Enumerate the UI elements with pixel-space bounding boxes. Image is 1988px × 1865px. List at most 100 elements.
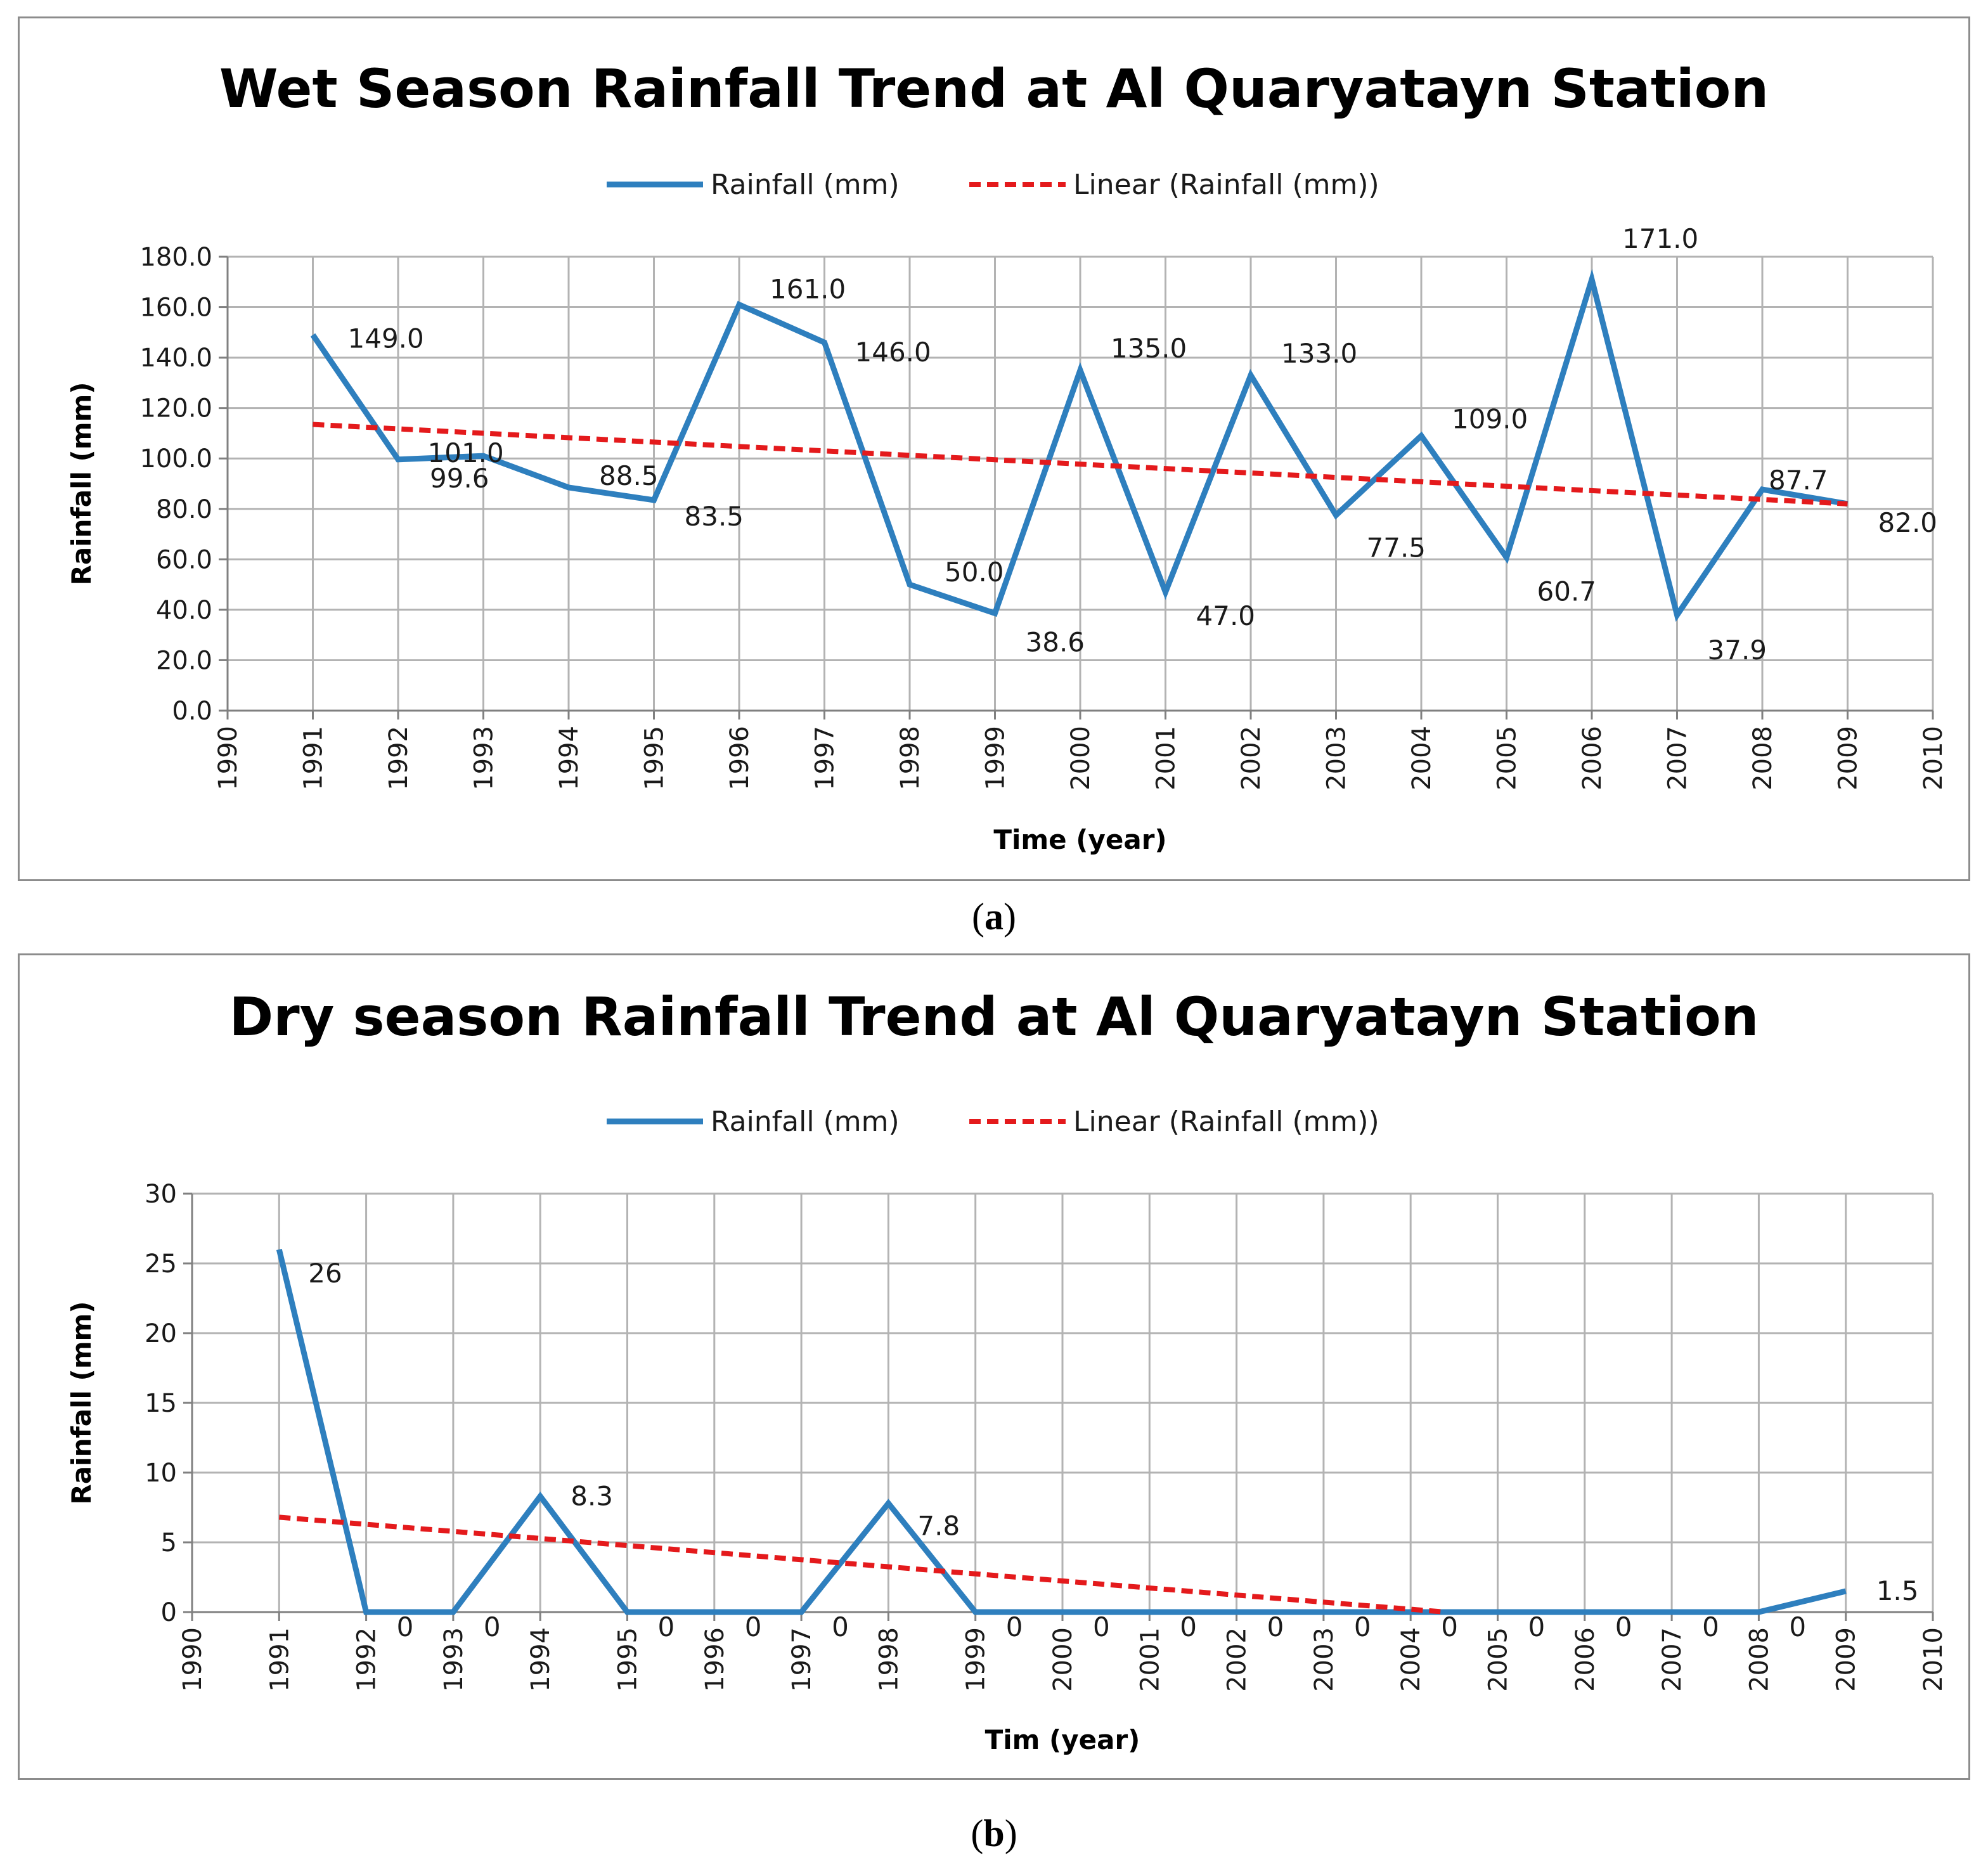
data-label: 7.8 (917, 1510, 960, 1541)
x-tick-label: 1994 (526, 1627, 555, 1692)
x-tick-label: 1991 (299, 726, 328, 791)
y-tick-label: 80.0 (156, 495, 212, 524)
wet-season-chart: Wet Season Rainfall Trend at Al Quaryata… (66, 58, 1948, 855)
x-tick-label: 2007 (1663, 726, 1693, 791)
y-tick-label: 20 (145, 1319, 177, 1348)
y-tick-label: 10 (145, 1459, 177, 1488)
y-tick-label: 25 (145, 1249, 177, 1279)
trendline-linear (313, 422, 1848, 507)
y-axis-title: Rainfall (mm) (66, 382, 97, 586)
data-label: 0 (658, 1611, 675, 1642)
chart-title: Dry season Rainfall Trend at Al Quaryata… (229, 986, 1759, 1048)
x-tick-label: 1999 (962, 1627, 991, 1692)
data-label: 26 (308, 1258, 342, 1289)
data-label: 77.5 (1367, 532, 1426, 564)
data-label: 88.5 (599, 460, 659, 491)
data-label: 50.0 (945, 557, 1004, 588)
x-tick-label: 2005 (1493, 726, 1522, 791)
x-tick-label: 2009 (1832, 1627, 1861, 1692)
y-tick-label: 15 (145, 1389, 177, 1418)
x-tick-label: 1998 (874, 1627, 903, 1692)
data-label: 0 (1180, 1611, 1197, 1642)
y-tick-label: 160.0 (139, 294, 212, 323)
x-tick-label: 1997 (787, 1627, 816, 1692)
x-tick-label: 1992 (384, 726, 413, 791)
x-tick-label: 2007 (1658, 1627, 1687, 1692)
x-tick-label: 2009 (1834, 726, 1863, 791)
x-tick-label: 2008 (1748, 726, 1778, 791)
data-label: 0 (1006, 1611, 1023, 1642)
data-label: 133.0 (1281, 338, 1357, 369)
y-tick-label: 180.0 (139, 243, 212, 272)
x-tick-label: 2003 (1310, 1627, 1339, 1692)
series-line-rainfall (310, 269, 1849, 623)
data-label: 0 (1093, 1611, 1110, 1642)
chart-title: Wet Season Rainfall Trend at Al Quaryata… (219, 58, 1769, 120)
data-label: 0 (1354, 1611, 1371, 1642)
chart-panel-dry: Dry season Rainfall Trend at Al Quaryata… (18, 953, 1970, 1780)
data-label: 0 (397, 1611, 414, 1642)
data-label: 0 (1267, 1611, 1284, 1642)
y-tick-label: 30 (145, 1180, 177, 1209)
chart-panel-wet: Wet Season Rainfall Trend at Al Quaryata… (18, 16, 1970, 881)
x-tick-label: 2008 (1745, 1627, 1774, 1692)
y-tick-label: 100.0 (139, 444, 212, 474)
data-label: 37.9 (1708, 635, 1767, 666)
data-label: 1.5 (1876, 1575, 1919, 1606)
data-label: 109.0 (1452, 403, 1528, 434)
dry-season-chart: Dry season Rainfall Trend at Al Quaryata… (66, 986, 1948, 1755)
x-tick-label: 1993 (470, 726, 499, 791)
data-label: 0 (1441, 1611, 1458, 1642)
legend-label-linear: Linear (Rainfall (mm)) (1073, 169, 1379, 201)
x-tick-label: 2001 (1135, 1627, 1165, 1692)
x-tick-label: 2006 (1571, 1627, 1600, 1692)
data-label: 146.0 (855, 337, 931, 368)
data-label: 0 (1615, 1611, 1632, 1642)
x-tick-label: 1992 (352, 1627, 382, 1692)
x-tick-label: 1991 (265, 1627, 294, 1692)
data-label: 8.3 (571, 1480, 613, 1511)
legend-label-linear: Linear (Rainfall (mm)) (1073, 1106, 1379, 1138)
data-label: 0 (832, 1611, 849, 1642)
data-label: 171.0 (1622, 223, 1698, 254)
x-tick-label: 2002 (1237, 726, 1266, 791)
y-tick-label: 120.0 (139, 394, 212, 423)
x-tick-label: 2006 (1578, 726, 1607, 791)
x-tick-label: 1995 (614, 1627, 643, 1692)
data-label: 82.0 (1878, 507, 1938, 538)
data-label: 87.7 (1769, 465, 1828, 496)
x-tick-label: 1998 (896, 726, 925, 791)
data-label: 0 (1702, 1611, 1719, 1642)
x-tick-label: 1993 (439, 1627, 468, 1692)
data-label: 0 (745, 1611, 762, 1642)
y-tick-label: 20.0 (156, 646, 212, 675)
data-label: 0 (1789, 1611, 1806, 1642)
legend-label-rainfall: Rainfall (mm) (711, 169, 900, 201)
y-tick-label: 40.0 (156, 596, 212, 625)
y-tick-label: 0 (161, 1598, 177, 1627)
y-tick-label: 140.0 (139, 344, 212, 373)
data-label: 0 (484, 1611, 501, 1642)
series-line-rainfall (276, 1248, 1847, 1615)
x-tick-label: 2002 (1223, 1627, 1252, 1692)
x-tick-label: 1994 (555, 726, 584, 791)
x-tick-label: 1990 (178, 1627, 207, 1692)
y-tick-label: 0.0 (172, 697, 212, 726)
x-axis-title: Time (year) (993, 824, 1166, 855)
caption-b: (b) (971, 1812, 1017, 1854)
x-tick-label: 1996 (700, 1627, 730, 1692)
data-label: 101.0 (428, 437, 504, 468)
x-tick-label: 2000 (1066, 726, 1095, 791)
legend-label-rainfall: Rainfall (mm) (711, 1106, 900, 1138)
x-tick-label: 2003 (1322, 726, 1352, 791)
caption-a-letter: a (984, 896, 1004, 938)
data-label: 47.0 (1196, 600, 1256, 631)
x-tick-label: 1990 (214, 726, 243, 791)
data-label: 0 (1528, 1611, 1546, 1642)
data-label: 135.0 (1111, 333, 1187, 364)
caption-a: (a) (972, 896, 1016, 938)
data-label: 149.0 (348, 323, 424, 354)
data-label: 83.5 (685, 501, 744, 532)
y-tick-label: 5 (161, 1528, 177, 1558)
x-tick-label: 1996 (725, 726, 754, 791)
